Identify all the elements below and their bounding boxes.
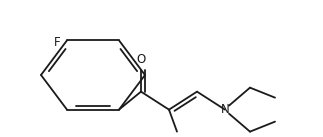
Text: O: O <box>136 53 146 66</box>
Text: N: N <box>221 103 229 116</box>
Text: F: F <box>54 36 61 49</box>
